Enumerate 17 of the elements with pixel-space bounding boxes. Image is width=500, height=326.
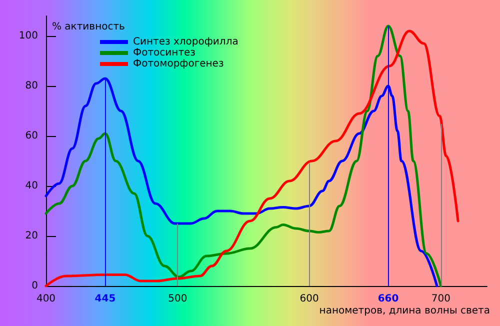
x-tick-label: 445 xyxy=(94,294,116,304)
x-tick-label: 600 xyxy=(300,294,319,304)
x-tick-label: 500 xyxy=(168,294,188,304)
y-tick-label: 20 xyxy=(25,230,38,242)
y-tick-label: 0 xyxy=(32,280,38,292)
y-tick-label: 100 xyxy=(18,30,38,42)
x-tick-label: 700 xyxy=(431,294,450,304)
x-tick-label: 400 xyxy=(36,294,56,304)
y-axis-title: % активность xyxy=(52,22,126,32)
x-axis-title: нанометров, длина волны света xyxy=(319,306,490,316)
y-tick-label: 60 xyxy=(25,130,38,142)
legend-label: Фотоморфогенез xyxy=(133,58,224,70)
y-tick-label: 40 xyxy=(25,180,38,192)
x-tick-label: 660 xyxy=(378,294,399,304)
legend-label: Фотосинтез xyxy=(133,48,196,58)
y-tick-label: 80 xyxy=(25,80,38,92)
legend-label: Синтез хлорофилла xyxy=(133,36,238,48)
